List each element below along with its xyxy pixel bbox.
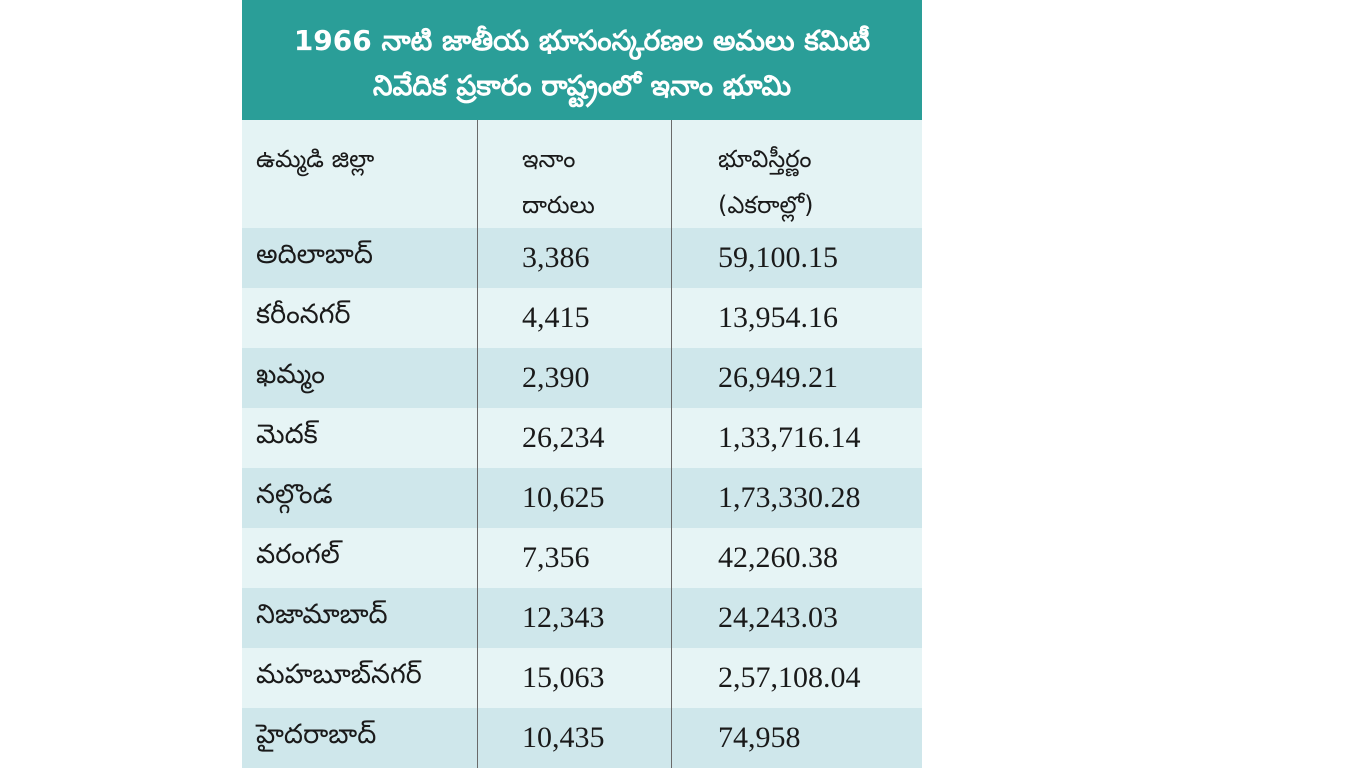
table-row: నిజామాబాద్ 12,343 24,243.03: [242, 588, 922, 648]
number-cell: 1,73,330.28: [672, 468, 922, 528]
cell-text: అదిలాబాద్: [256, 239, 373, 270]
number-cell: 1,33,716.14: [672, 408, 922, 468]
table-card: 1966 నాటి జాతీయ భూసంస్కరణల అమలు కమిటీ నివ…: [242, 0, 922, 768]
cell-text: 10,435: [522, 721, 605, 754]
district-cell: మహబూబ్‌నగర్: [242, 648, 478, 708]
cell-text: 2,57,108.04: [718, 661, 861, 694]
district-cell: వరంగల్: [242, 528, 478, 588]
column-header-line: (ఎకరాల్లో): [718, 191, 814, 219]
cell-text: 3,386: [522, 241, 590, 274]
number-cell: 74,958: [672, 708, 922, 768]
cell-text: 13,954.16: [718, 301, 838, 334]
table-row: హైదరాబాద్ 10,435 74,958: [242, 708, 922, 768]
number-cell: 13,954.16: [672, 288, 922, 348]
table-row: అదిలాబాద్ 3,386 59,100.15: [242, 228, 922, 288]
number-cell: 7,356: [478, 528, 672, 588]
table-row: మెదక్ 26,234 1,33,716.14: [242, 408, 922, 468]
district-cell: కరీంనగర్: [242, 288, 478, 348]
cell-text: నల్గొండ: [256, 479, 333, 510]
cell-text: 42,260.38: [718, 541, 838, 574]
cell-text: 74,958: [718, 721, 801, 754]
number-cell: 26,949.21: [672, 348, 922, 408]
district-cell: నల్గొండ: [242, 468, 478, 528]
column-header: ఉమ్మడి జిల్లా: [242, 120, 478, 228]
cell-text: 26,234: [522, 421, 605, 454]
cell-text: 24,243.03: [718, 601, 838, 634]
cell-text: మహబూబ్‌నగర్: [256, 659, 422, 690]
header-row: ఉమ్మడి జిల్లా ఇనాం దారులు భూవిస్తీర్ణం (ఎకరా…: [242, 120, 922, 228]
cell-text: కరీంనగర్: [256, 299, 351, 330]
number-cell: 2,390: [478, 348, 672, 408]
district-cell: అదిలాబాద్: [242, 228, 478, 288]
number-cell: 12,343: [478, 588, 672, 648]
number-cell: 59,100.15: [672, 228, 922, 288]
cell-text: నిజామాబాద్: [256, 599, 388, 630]
district-cell: హైదరాబాద్: [242, 708, 478, 768]
cell-text: 10,625: [522, 481, 605, 514]
cell-text: 59,100.15: [718, 241, 838, 274]
cell-text: 26,949.21: [718, 361, 838, 394]
number-cell: 10,625: [478, 468, 672, 528]
column-header-line: ఉమ్మడి జిల్లా: [256, 145, 375, 173]
table-row: ఖమ్మం 2,390 26,949.21: [242, 348, 922, 408]
district-cell: మెదక్: [242, 408, 478, 468]
cell-text: 7,356: [522, 541, 590, 574]
table-row: కరీంనగర్ 4,415 13,954.16: [242, 288, 922, 348]
column-header: ఇనాం దారులు: [478, 120, 672, 228]
title-line: నివేదిక ప్రకారం రాష్ట్రంలో ఇనాం భూమి: [372, 69, 792, 102]
number-cell: 4,415: [478, 288, 672, 348]
district-cell: నిజామాబాద్: [242, 588, 478, 648]
table-row: నల్గొండ 10,625 1,73,330.28: [242, 468, 922, 528]
cell-text: మెదక్: [256, 419, 318, 450]
number-cell: 15,063: [478, 648, 672, 708]
number-cell: 2,57,108.04: [672, 648, 922, 708]
district-cell: ఖమ్మం: [242, 348, 478, 408]
number-cell: 3,386: [478, 228, 672, 288]
column-header-line: దారులు: [522, 191, 595, 219]
cell-text: 1,73,330.28: [718, 481, 861, 514]
column-header-line: ఇనాం: [522, 145, 576, 173]
number-cell: 24,243.03: [672, 588, 922, 648]
number-cell: 10,435: [478, 708, 672, 768]
cell-text: 4,415: [522, 301, 590, 334]
table-row: మహబూబ్‌నగర్ 15,063 2,57,108.04: [242, 648, 922, 708]
title-banner: 1966 నాటి జాతీయ భూసంస్కరణల అమలు కమిటీ నివ…: [242, 0, 922, 120]
number-cell: 26,234: [478, 408, 672, 468]
cell-text: హైదరాబాద్: [256, 719, 377, 750]
cell-text: 2,390: [522, 361, 590, 394]
cell-text: వరంగల్: [256, 539, 340, 570]
column-header-line: భూవిస్తీర్ణం: [718, 145, 812, 173]
title-line: 1966 నాటి జాతీయ భూసంస్కరణల అమలు కమిటీ: [293, 24, 871, 57]
cell-text: 12,343: [522, 601, 605, 634]
cell-text: 1,33,716.14: [718, 421, 861, 454]
cell-text: ఖమ్మం: [256, 359, 325, 390]
cell-text: 15,063: [522, 661, 605, 694]
table-row: వరంగల్ 7,356 42,260.38: [242, 528, 922, 588]
number-cell: 42,260.38: [672, 528, 922, 588]
column-header: భూవిస్తీర్ణం (ఎకరాల్లో): [672, 120, 922, 228]
